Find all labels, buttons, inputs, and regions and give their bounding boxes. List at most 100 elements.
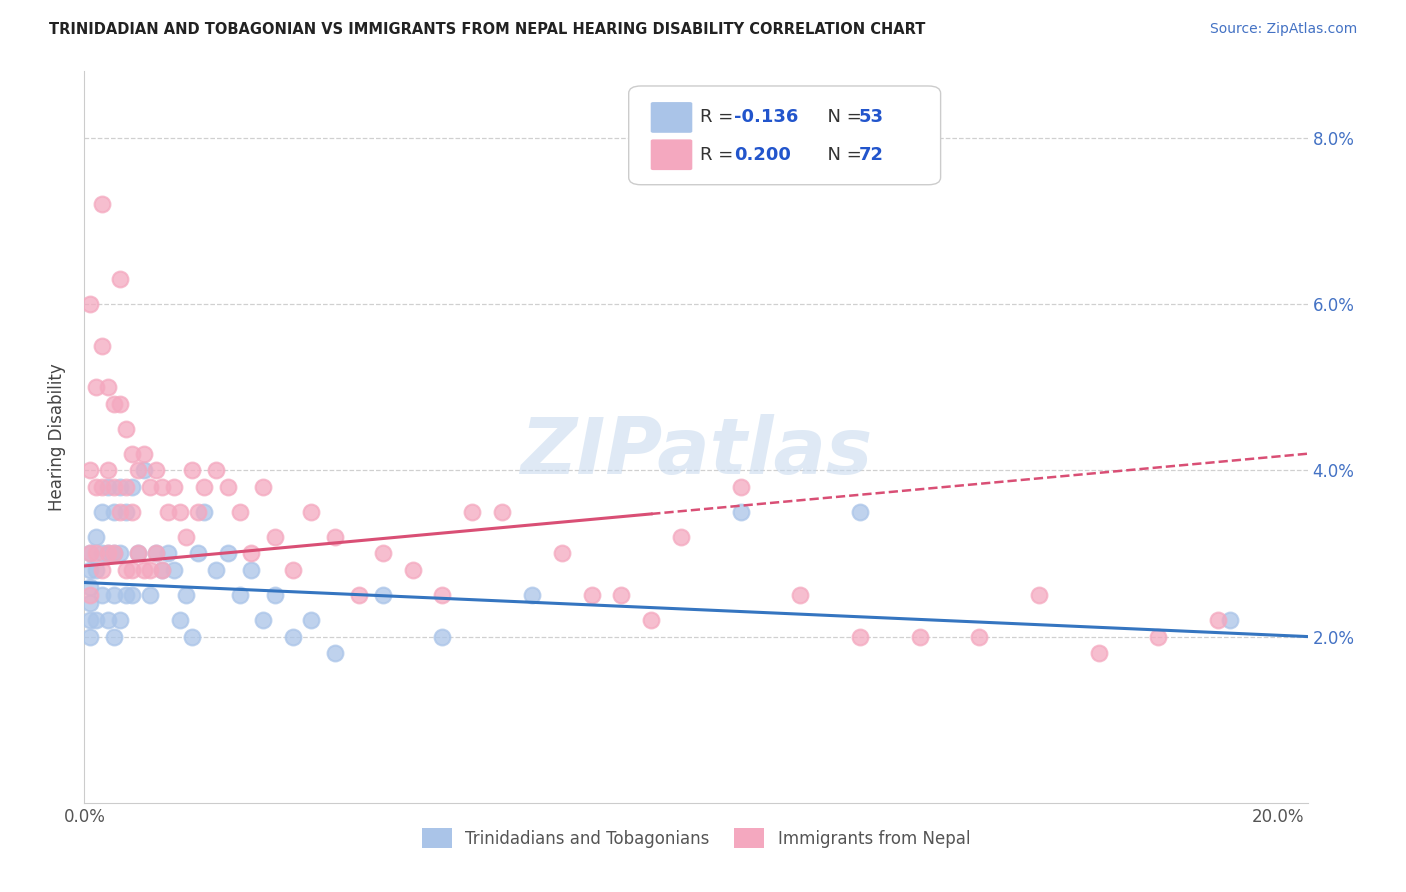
Point: [79, 588, 101, 602]
Point: [187, 546, 209, 560]
Point: [115, 480, 138, 494]
Point: [163, 563, 186, 577]
Point: [323, 530, 346, 544]
Point: [252, 613, 274, 627]
Point: [640, 613, 662, 627]
Point: [103, 546, 125, 560]
Point: [139, 480, 162, 494]
Point: [121, 480, 143, 494]
Point: [299, 505, 322, 519]
Point: [1219, 613, 1241, 627]
Point: [84, 530, 107, 544]
Point: [180, 463, 202, 477]
Point: [108, 480, 131, 494]
Text: 0.200: 0.200: [734, 146, 790, 164]
Point: [174, 588, 197, 602]
Text: R =: R =: [700, 109, 738, 127]
Y-axis label: Hearing Disability: Hearing Disability: [48, 363, 66, 511]
Point: [323, 646, 346, 660]
Text: 72: 72: [859, 146, 883, 164]
Point: [103, 480, 125, 494]
Point: [115, 422, 138, 436]
Point: [115, 588, 138, 602]
Point: [79, 463, 101, 477]
Point: [79, 630, 101, 644]
Point: [371, 546, 394, 560]
Point: [79, 563, 101, 577]
Point: [283, 563, 305, 577]
Point: [169, 505, 191, 519]
Point: [91, 563, 114, 577]
Point: [79, 580, 101, 594]
Point: [520, 588, 543, 602]
Point: [91, 546, 114, 560]
Point: [84, 613, 107, 627]
Point: [127, 546, 149, 560]
Point: [103, 397, 125, 411]
Point: [108, 613, 131, 627]
Point: [79, 546, 101, 560]
Point: [91, 338, 114, 352]
Point: [1028, 588, 1050, 602]
Point: [121, 447, 143, 461]
Point: [849, 505, 872, 519]
Point: [491, 505, 513, 519]
Point: [193, 480, 215, 494]
Point: [610, 588, 633, 602]
Point: [97, 380, 120, 394]
Point: [132, 447, 155, 461]
Point: [103, 588, 125, 602]
Point: [121, 588, 143, 602]
Point: [180, 630, 202, 644]
Point: [84, 480, 107, 494]
Point: [150, 563, 173, 577]
Point: [108, 397, 131, 411]
Point: [551, 546, 574, 560]
Point: [187, 505, 209, 519]
Point: [204, 463, 226, 477]
Point: [91, 505, 114, 519]
Point: [97, 613, 120, 627]
Point: [84, 380, 107, 394]
Point: [150, 563, 173, 577]
Point: [240, 563, 263, 577]
Point: [217, 546, 239, 560]
Point: [1147, 630, 1170, 644]
Point: [347, 588, 370, 602]
FancyBboxPatch shape: [628, 86, 941, 185]
Point: [432, 588, 454, 602]
Point: [132, 463, 155, 477]
Point: [91, 480, 114, 494]
Point: [121, 505, 143, 519]
Point: [730, 480, 752, 494]
Point: [145, 463, 167, 477]
Point: [252, 480, 274, 494]
Point: [156, 546, 179, 560]
Text: Source: ZipAtlas.com: Source: ZipAtlas.com: [1209, 22, 1357, 37]
Point: [79, 546, 101, 560]
Point: [145, 546, 167, 560]
Point: [103, 546, 125, 560]
Point: [1087, 646, 1109, 660]
Point: [79, 297, 101, 311]
Point: [108, 272, 131, 286]
Point: [163, 480, 186, 494]
Point: [91, 197, 114, 211]
FancyBboxPatch shape: [651, 102, 692, 133]
Text: N =: N =: [815, 146, 868, 164]
Point: [145, 546, 167, 560]
Point: [204, 563, 226, 577]
Point: [139, 563, 162, 577]
Point: [97, 546, 120, 560]
Point: [193, 505, 215, 519]
Point: [156, 505, 179, 519]
Point: [139, 588, 162, 602]
Point: [217, 480, 239, 494]
Point: [169, 613, 191, 627]
Point: [908, 630, 931, 644]
Point: [103, 630, 125, 644]
Point: [132, 563, 155, 577]
Point: [401, 563, 423, 577]
Point: [240, 546, 263, 560]
Point: [849, 630, 872, 644]
